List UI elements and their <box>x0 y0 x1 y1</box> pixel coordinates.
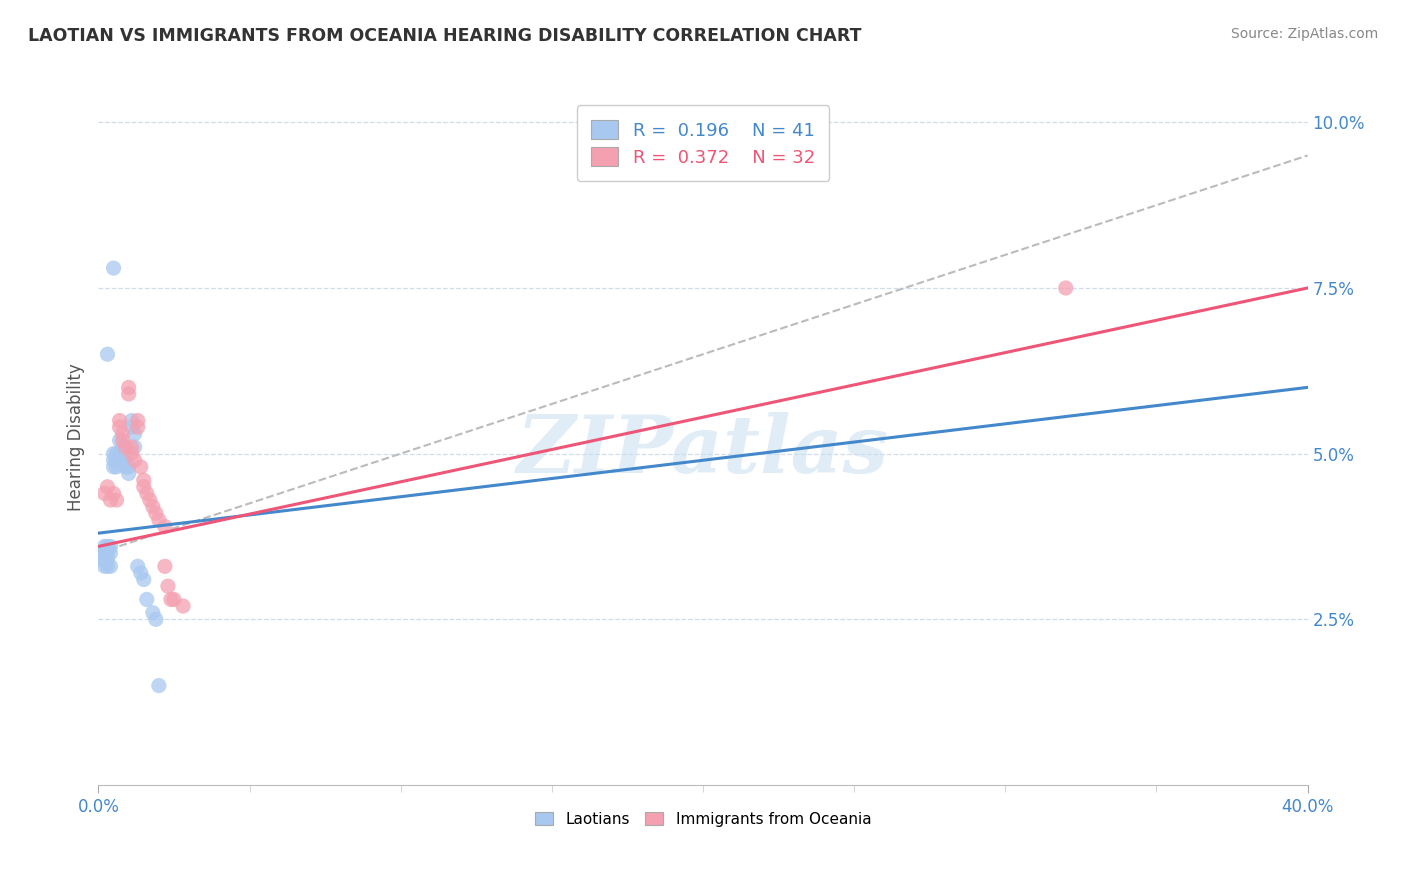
Point <box>111 434 134 448</box>
Point <box>105 459 128 474</box>
Text: ZIPatlas: ZIPatlas <box>517 412 889 490</box>
Point <box>121 440 143 454</box>
Point <box>105 453 128 467</box>
Point <box>121 413 143 427</box>
Point <box>100 546 122 560</box>
Point <box>118 459 141 474</box>
Point <box>93 486 115 500</box>
Point <box>114 453 136 467</box>
Point <box>132 473 155 487</box>
Point <box>93 540 115 554</box>
Point <box>142 500 165 514</box>
Point <box>132 480 155 494</box>
Point <box>127 559 149 574</box>
Point <box>1054 281 1077 295</box>
Point <box>124 440 146 454</box>
Point <box>111 426 134 441</box>
Point <box>114 459 136 474</box>
Point <box>93 546 115 560</box>
Text: LAOTIAN VS IMMIGRANTS FROM OCEANIA HEARING DISABILITY CORRELATION CHART: LAOTIAN VS IMMIGRANTS FROM OCEANIA HEARI… <box>28 27 862 45</box>
Point <box>118 380 141 394</box>
Point <box>118 467 141 481</box>
Point <box>108 420 131 434</box>
Point <box>108 447 131 461</box>
Point <box>111 447 134 461</box>
Y-axis label: Hearing Disability: Hearing Disability <box>66 363 84 511</box>
Point <box>129 566 152 580</box>
Point <box>105 447 128 461</box>
Point <box>96 480 118 494</box>
Point <box>135 486 157 500</box>
Point <box>121 420 143 434</box>
Point <box>124 453 146 467</box>
Point <box>100 540 122 554</box>
Point <box>127 420 149 434</box>
Point <box>160 592 183 607</box>
Point <box>156 579 179 593</box>
Point <box>127 413 149 427</box>
Point <box>139 493 162 508</box>
Point <box>103 447 125 461</box>
Point <box>105 493 128 508</box>
Point <box>145 612 167 626</box>
Point <box>148 679 170 693</box>
Point <box>153 519 176 533</box>
Point <box>121 447 143 461</box>
Legend: Laotians, Immigrants from Oceania: Laotians, Immigrants from Oceania <box>529 805 877 833</box>
Point <box>90 546 112 560</box>
Point <box>111 440 134 454</box>
Point <box>118 387 141 401</box>
Point <box>103 261 125 276</box>
Point <box>103 486 125 500</box>
Point <box>108 453 131 467</box>
Point <box>135 592 157 607</box>
Point <box>96 559 118 574</box>
Point <box>96 347 118 361</box>
Point <box>124 426 146 441</box>
Point <box>172 599 194 613</box>
Point <box>103 453 125 467</box>
Point <box>90 552 112 566</box>
Point <box>93 552 115 566</box>
Point <box>148 513 170 527</box>
Point <box>153 559 176 574</box>
Point <box>108 413 131 427</box>
Point <box>96 540 118 554</box>
Point <box>114 440 136 454</box>
Point <box>93 559 115 574</box>
Point <box>108 434 131 448</box>
Point <box>100 493 122 508</box>
Point <box>145 506 167 520</box>
Point <box>129 459 152 474</box>
Point <box>100 559 122 574</box>
Point <box>96 552 118 566</box>
Point <box>132 573 155 587</box>
Point <box>142 606 165 620</box>
Text: Source: ZipAtlas.com: Source: ZipAtlas.com <box>1230 27 1378 41</box>
Point <box>103 459 125 474</box>
Point <box>163 592 186 607</box>
Point <box>96 546 118 560</box>
